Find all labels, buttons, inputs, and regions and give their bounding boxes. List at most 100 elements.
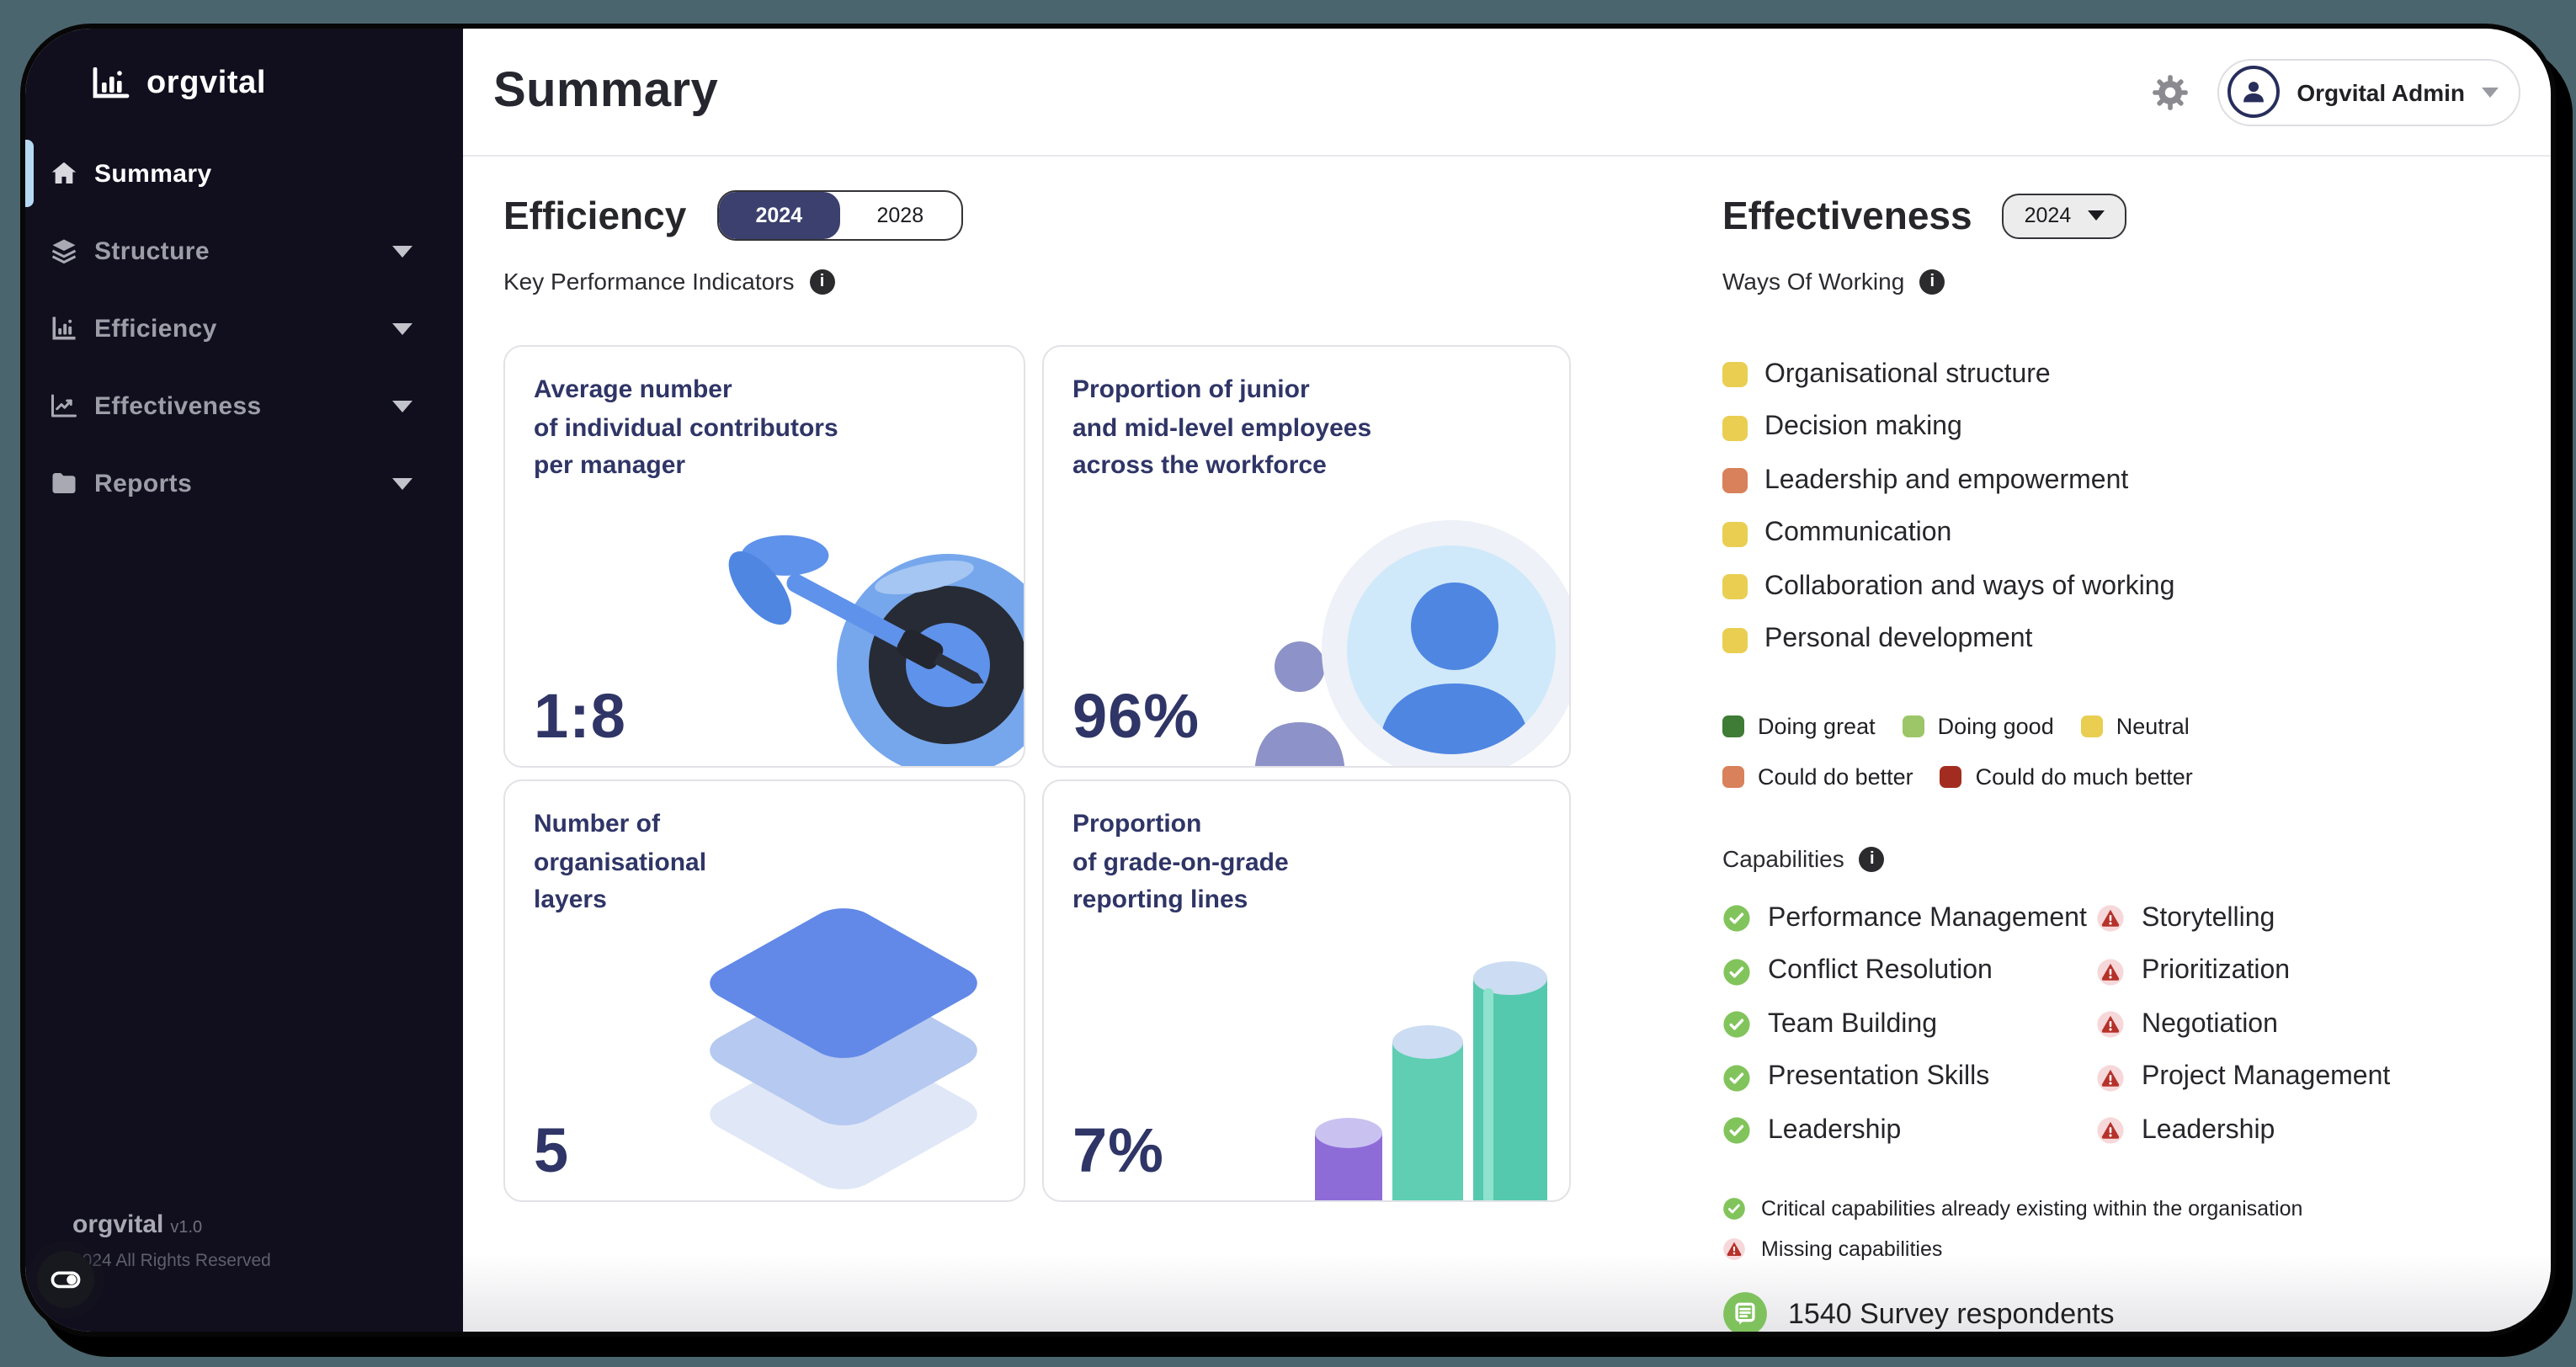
kpi-card-value: 7% bbox=[1072, 1116, 1164, 1185]
gear-icon[interactable] bbox=[2150, 72, 2190, 112]
kpi-card-contributors-per-manager: Average number of individual contributor… bbox=[503, 345, 1025, 768]
check-circle-icon bbox=[1722, 1197, 1746, 1221]
kpi-card-value: 96% bbox=[1072, 682, 1200, 751]
user-menu[interactable]: Orgvital Admin bbox=[2217, 58, 2520, 125]
bar-chart-icon bbox=[49, 313, 79, 343]
legend-item: Missing capabilities bbox=[1722, 1229, 2531, 1270]
warning-triangle-icon bbox=[1722, 1238, 1746, 1262]
bar-cylinders-illustration bbox=[1308, 944, 1569, 1200]
status-chip bbox=[1722, 362, 1748, 388]
status-chip bbox=[1722, 415, 1748, 441]
capability-missing: Prioritization bbox=[2096, 945, 2531, 998]
chevron-down-icon bbox=[2482, 87, 2499, 97]
survey-bubble-icon bbox=[1722, 1291, 1768, 1332]
dart-target-illustration bbox=[679, 510, 1024, 766]
check-circle-icon bbox=[1722, 1117, 1751, 1146]
sidebar: orgvital Summary bbox=[25, 29, 463, 1332]
kpi-card-title: Proportion of grade-on-grade reporting l… bbox=[1072, 810, 1289, 914]
warning-triangle-icon bbox=[2096, 958, 2125, 987]
legend-item: Critical capabilities already existing w… bbox=[1722, 1188, 2531, 1229]
capability-existing: Conflict Resolution bbox=[1722, 945, 2096, 998]
user-name: Orgvital Admin bbox=[2297, 78, 2465, 105]
capability-existing: Leadership bbox=[1722, 1104, 2096, 1157]
sidebar-item-label: Reports bbox=[94, 469, 193, 497]
capability-missing: Negotiation bbox=[2096, 998, 2531, 1051]
legend-item: Neutral bbox=[2080, 713, 2190, 738]
chevron-down-icon bbox=[392, 245, 412, 257]
kpi-card-grade-on-grade: Proportion of grade-on-grade reporting l… bbox=[1042, 779, 1571, 1202]
kpi-card-title: Number of organisational layers bbox=[534, 810, 707, 914]
toggle-switch-icon bbox=[47, 1261, 84, 1298]
footer-copyright: 2024 All Rights Reserved bbox=[72, 1251, 271, 1271]
capabilities-grid: Performance Management Conflict Resoluti… bbox=[1722, 892, 2531, 1157]
capability-missing: Storytelling bbox=[2096, 892, 2531, 945]
info-icon[interactable]: i bbox=[1859, 846, 1885, 871]
chevron-down-icon bbox=[2088, 210, 2105, 221]
year-toggle-2028[interactable]: 2028 bbox=[876, 204, 924, 227]
bar-chart-logo-icon bbox=[91, 67, 131, 101]
list-item: Collaboration and ways of working bbox=[1722, 561, 2531, 614]
legend-item: Could do better bbox=[1722, 763, 1913, 789]
survey-respondents: 1540 Survey respondents bbox=[1722, 1291, 2531, 1332]
sidebar-item-reports[interactable]: Reports bbox=[25, 444, 463, 522]
main-area: Summary bbox=[463, 29, 2551, 1332]
info-icon[interactable]: i bbox=[809, 269, 835, 294]
status-chip bbox=[1722, 468, 1748, 494]
kpi-card-value: 1:8 bbox=[534, 682, 626, 751]
sidebar-footer: orgvital v1.0 2024 All Rights Reserved bbox=[72, 1210, 271, 1271]
sidebar-item-summary[interactable]: Summary bbox=[25, 135, 463, 212]
legend-chip bbox=[1940, 765, 1962, 787]
status-chip bbox=[1722, 574, 1748, 600]
list-item: Communication bbox=[1722, 508, 2531, 561]
capabilities-label: Capabilities bbox=[1722, 845, 1844, 872]
sidebar-item-label: Efficiency bbox=[94, 314, 217, 343]
sidebar-item-efficiency[interactable]: Efficiency bbox=[25, 290, 463, 367]
active-indicator bbox=[25, 140, 34, 207]
sidebar-nav: Summary Structure bbox=[25, 135, 463, 522]
kpi-card-junior-midlevel: Proportion of junior and mid-level emplo… bbox=[1042, 345, 1571, 768]
line-chart-icon bbox=[49, 391, 79, 421]
warning-triangle-icon bbox=[2096, 1117, 2125, 1146]
sidebar-item-effectiveness[interactable]: Effectiveness bbox=[25, 367, 463, 444]
legend-item: Doing great bbox=[1722, 713, 1876, 738]
user-avatar-icon bbox=[2227, 66, 2281, 118]
kpi-card-title: Average number of individual contributor… bbox=[534, 375, 838, 480]
chevron-down-icon bbox=[392, 400, 412, 412]
efficiency-section: Efficiency 2024 2028 Key Performance Ind… bbox=[503, 187, 1615, 1202]
sidebar-collapse-button[interactable] bbox=[37, 1251, 94, 1308]
capability-existing: Performance Management bbox=[1722, 892, 2096, 945]
year-toggle-2024[interactable]: 2024 bbox=[718, 192, 840, 239]
kpi-card-title: Proportion of junior and mid-level emplo… bbox=[1072, 375, 1372, 480]
kpi-section-label: Key Performance Indicators bbox=[503, 268, 795, 295]
capabilities-legend: Critical capabilities already existing w… bbox=[1722, 1188, 2531, 1270]
list-item: Decision making bbox=[1722, 402, 2531, 455]
effectiveness-year-dropdown[interactable]: 2024 bbox=[2002, 193, 2127, 238]
page-title: Summary bbox=[493, 64, 719, 118]
sidebar-item-structure[interactable]: Structure bbox=[25, 212, 463, 290]
effectiveness-section: Effectiveness 2024 Ways Of Working i bbox=[1722, 187, 2531, 1332]
person-magnifier-illustration bbox=[1190, 502, 1569, 766]
page-header: Summary bbox=[463, 29, 2551, 157]
legend-chip bbox=[1722, 715, 1744, 737]
sidebar-item-label: Summary bbox=[94, 159, 212, 188]
capability-existing: Team Building bbox=[1722, 998, 2096, 1051]
sidebar-item-label: Structure bbox=[94, 237, 210, 265]
warning-triangle-icon bbox=[2096, 1011, 2125, 1040]
status-chip bbox=[1722, 627, 1748, 653]
sidebar-item-label: Effectiveness bbox=[94, 391, 262, 420]
kpi-card-value: 5 bbox=[534, 1116, 570, 1185]
chevron-down-icon bbox=[392, 322, 412, 334]
info-icon[interactable]: i bbox=[1919, 269, 1945, 294]
check-circle-icon bbox=[1722, 905, 1751, 933]
stacked-layers-illustration bbox=[645, 902, 1024, 1200]
layers-icon bbox=[49, 236, 79, 266]
legend-item: Could do much better bbox=[1940, 763, 2193, 789]
status-legend: Doing great Doing good Neutral bbox=[1722, 700, 2531, 801]
ways-of-working-list: Organisational structure Decision making… bbox=[1722, 348, 2531, 667]
list-item: Personal development bbox=[1722, 614, 2531, 667]
footer-version: v1.0 bbox=[170, 1219, 203, 1237]
efficiency-year-toggle: 2024 2028 bbox=[716, 190, 963, 241]
ways-of-working-label: Ways Of Working bbox=[1722, 268, 1905, 295]
footer-brand: orgvital bbox=[72, 1210, 164, 1239]
